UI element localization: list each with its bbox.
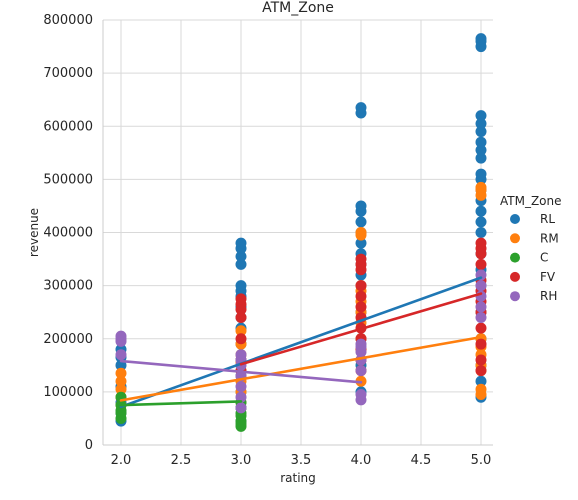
- data-point: [355, 253, 367, 265]
- legend-marker-fv: [510, 271, 520, 282]
- regression-lines: [119, 276, 483, 409]
- data-point: [115, 367, 127, 379]
- data-point: [235, 237, 247, 249]
- data-point: [475, 383, 487, 395]
- x-tick-label: 4.0: [351, 453, 372, 468]
- data-point: [235, 280, 247, 292]
- data-point: [355, 389, 367, 401]
- data-point: [355, 102, 367, 114]
- data-point: [355, 338, 367, 350]
- data-point: [475, 312, 487, 323]
- legend-marker-rl: [510, 214, 520, 224]
- data-point: [475, 152, 487, 164]
- data-point: [235, 381, 247, 393]
- y-tick-label: 400000: [43, 226, 93, 241]
- x-tick-label: 2.0: [111, 453, 132, 468]
- data-point: [115, 383, 127, 395]
- y-axis-label: revenue: [27, 208, 41, 257]
- data-point: [475, 216, 487, 228]
- legend-label-rh: RH: [540, 289, 557, 303]
- y-tick-label: 700000: [43, 66, 93, 81]
- data-point: [475, 338, 487, 350]
- data-point: [355, 365, 367, 377]
- legend-title: ATM_Zone: [500, 194, 562, 208]
- regression-line-rh: [119, 359, 363, 384]
- legend-label-fv: FV: [540, 270, 556, 284]
- chart-title: ATM_Zone: [262, 0, 334, 16]
- data-point: [475, 181, 487, 193]
- y-tick-label: 200000: [43, 332, 93, 347]
- data-point: [235, 250, 247, 262]
- y-tick-label: 100000: [43, 385, 93, 400]
- regression-line-rm: [119, 335, 483, 402]
- data-point: [475, 168, 487, 180]
- data-point: [115, 330, 127, 342]
- data-point: [475, 136, 487, 148]
- data-point: [235, 333, 247, 345]
- data-point: [475, 33, 487, 45]
- regression-line-rl: [119, 276, 483, 409]
- x-tick-label: 4.5: [411, 453, 432, 468]
- axes: [102, 20, 493, 446]
- legend: ATM_Zone RL RM C FV RH: [500, 194, 562, 303]
- x-tick-label: 5.0: [471, 453, 492, 468]
- legend-label-rl: RL: [540, 212, 555, 226]
- data-point: [235, 325, 247, 337]
- data-point: [355, 200, 367, 212]
- data-point: [235, 349, 247, 361]
- data-point: [475, 375, 487, 387]
- x-tick-labels: 2.0 2.5 3.0 3.5 4.0 4.5 5.0: [111, 453, 492, 468]
- legend-marker-c: [510, 252, 520, 263]
- data-point: [475, 237, 487, 249]
- x-tick-label: 2.5: [171, 453, 192, 468]
- data-point: [355, 280, 367, 292]
- data-point: [235, 402, 247, 414]
- regression-line-c: [119, 400, 243, 407]
- grid: [103, 19, 493, 446]
- data-point: [355, 216, 367, 228]
- data-point: [115, 349, 127, 361]
- y-tick-label: 0: [85, 438, 93, 453]
- data-point: [475, 258, 487, 270]
- data-point: [475, 144, 487, 156]
- x-axis-label: rating: [280, 471, 316, 485]
- data-point: [475, 365, 487, 377]
- y-tick-label: 300000: [43, 279, 93, 294]
- y-tick-label: 600000: [43, 119, 93, 134]
- legend-label-c: C: [540, 251, 548, 265]
- data-point: [475, 354, 487, 366]
- data-point: [475, 110, 487, 122]
- data-point: [475, 227, 487, 238]
- legend-marker-rh: [510, 291, 520, 302]
- legend-label-rm: RM: [540, 231, 559, 245]
- data-point: [475, 301, 487, 313]
- data-point: [475, 280, 487, 292]
- data-point: [475, 118, 487, 130]
- x-tick-label: 3.5: [291, 453, 312, 468]
- legend-items: RL RM C FV RH: [510, 212, 559, 303]
- data-point: [355, 237, 367, 249]
- y-tick-label: 800000: [43, 13, 93, 28]
- data-point: [235, 391, 247, 403]
- data-point: [235, 312, 247, 323]
- data-point: [355, 301, 367, 313]
- data-point: [355, 290, 367, 302]
- data-point: [475, 205, 487, 217]
- data-point: [475, 126, 487, 138]
- y-tick-label: 500000: [43, 172, 93, 187]
- y-tick-labels: 0 100000 200000 300000 400000 500000 600000 700…: [43, 13, 93, 453]
- data-point: [355, 227, 367, 238]
- regression-line-fv: [239, 292, 483, 366]
- data-point: [475, 322, 487, 334]
- data-point: [235, 258, 247, 270]
- x-tick-label: 3.0: [231, 453, 252, 468]
- legend-marker-rm: [510, 233, 520, 244]
- data-point: [235, 293, 247, 305]
- data-point: [115, 375, 127, 387]
